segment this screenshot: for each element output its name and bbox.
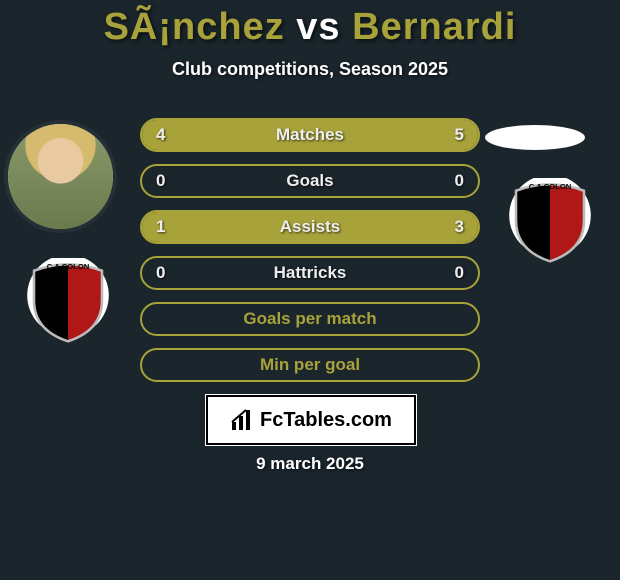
- stat-label: Goals: [142, 166, 478, 196]
- stat-label: Matches: [142, 120, 478, 150]
- shield-icon: C.A COLON: [18, 258, 118, 343]
- stat-label: Hattricks: [142, 258, 478, 288]
- stat-label: Assists: [142, 212, 478, 242]
- stat-row: 13Assists: [140, 210, 480, 244]
- player1-club-crest: C.A COLON: [18, 258, 118, 343]
- player2-club-crest: C.A COLON: [500, 178, 600, 263]
- stat-label: Min per goal: [142, 350, 478, 380]
- brand-text: FcTables.com: [260, 409, 392, 432]
- crest-text: C.A COLON: [47, 262, 90, 271]
- player1-avatar: [8, 124, 113, 229]
- crest-text: C.A COLON: [529, 182, 572, 191]
- subtitle: Club competitions, Season 2025: [0, 59, 620, 80]
- stat-row: 00Hattricks: [140, 256, 480, 290]
- brand-box: FcTables.com: [205, 394, 417, 446]
- player1-photo: [8, 124, 113, 229]
- player2-avatar: [485, 125, 585, 150]
- stat-label: Goals per match: [142, 304, 478, 334]
- stat-row: Min per goal: [140, 348, 480, 382]
- comparison-card: SÃ¡nchez vs Bernardi Club competitions, …: [0, 0, 620, 580]
- stats-container: 45Matches 00Goals 13Assists 00Hattricks Goal…: [140, 118, 480, 394]
- player1-name: SÃ¡nchez: [104, 6, 285, 48]
- stat-row: 45Matches: [140, 118, 480, 152]
- bars-icon: [230, 408, 254, 432]
- player2-name: Bernardi: [352, 6, 516, 48]
- date-stamp: 9 march 2025: [0, 454, 620, 474]
- title-separator: vs: [296, 6, 340, 48]
- shield-icon: C.A COLON: [500, 178, 600, 263]
- page-title: SÃ¡nchez vs Bernardi: [0, 0, 620, 49]
- stat-row: 00Goals: [140, 164, 480, 198]
- stat-row: Goals per match: [140, 302, 480, 336]
